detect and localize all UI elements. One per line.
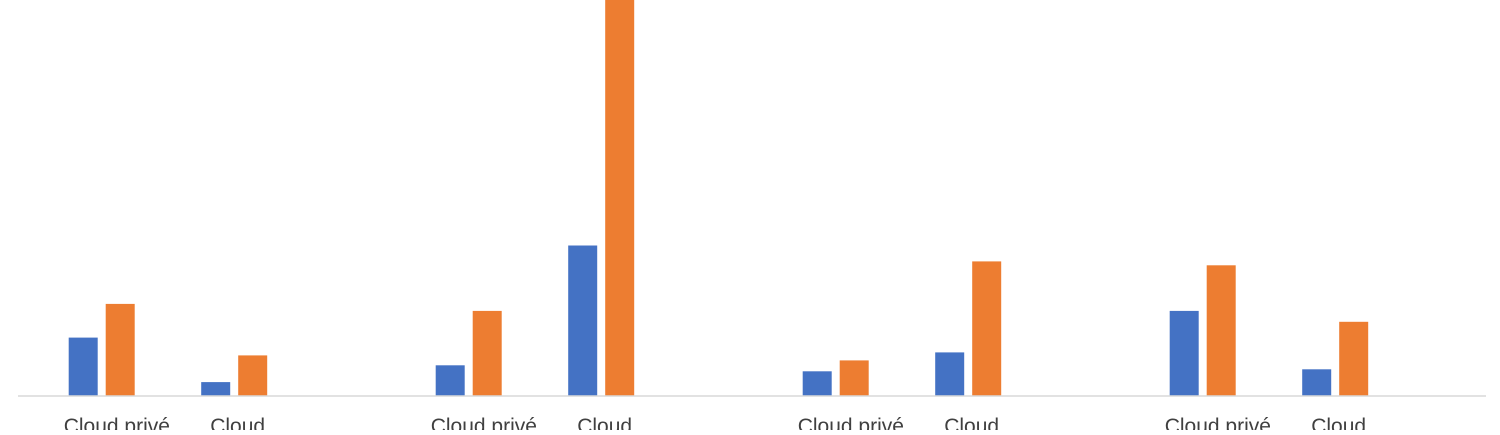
x-tick-label: Cloud privé: [64, 415, 170, 430]
bar-series-2-group-2-cat-1: [472, 310, 502, 396]
x-tick-label: Cloud: [577, 415, 632, 430]
x-tick-label: Cloud: [1311, 415, 1366, 430]
bar-series-2-group-3-cat-1: [839, 360, 869, 396]
bar-series-2-group-4-cat-2: [1339, 321, 1369, 397]
bar-series-2-group-2-cat-2: [605, 0, 635, 396]
x-tick-label: Cloud privé: [798, 415, 904, 430]
bar-series-1-group-2-cat-2: [568, 245, 598, 396]
bars-layer: [68, 0, 1369, 397]
x-tick-label: Cloud: [944, 415, 999, 430]
x-tick-label: Cloud privé: [1165, 415, 1271, 430]
bar-series-1-group-1-cat-2: [201, 382, 231, 396]
x-tick-label: Cloud privé: [431, 415, 537, 430]
bar-series-1-group-1-cat-1: [68, 337, 98, 396]
bar-series-2-group-1-cat-1: [105, 303, 135, 396]
bar-series-1-group-4-cat-2: [1302, 369, 1332, 396]
bar-series-1-group-3-cat-1: [802, 371, 832, 397]
bar-series-2-group-3-cat-2: [972, 261, 1002, 396]
x-tick-label: Cloud: [210, 415, 265, 430]
bar-series-1-group-4-cat-1: [1169, 310, 1199, 396]
bar-series-1-group-3-cat-2: [935, 352, 965, 396]
bar-series-2-group-4-cat-1: [1206, 265, 1236, 396]
bar-series-1-group-2-cat-1: [435, 365, 465, 396]
tick-labels-layer: Cloud privé Cloud Cloud privé Cloud Cloud pr…: [64, 415, 1366, 435]
bar-series-2-group-1-cat-2: [238, 355, 268, 396]
